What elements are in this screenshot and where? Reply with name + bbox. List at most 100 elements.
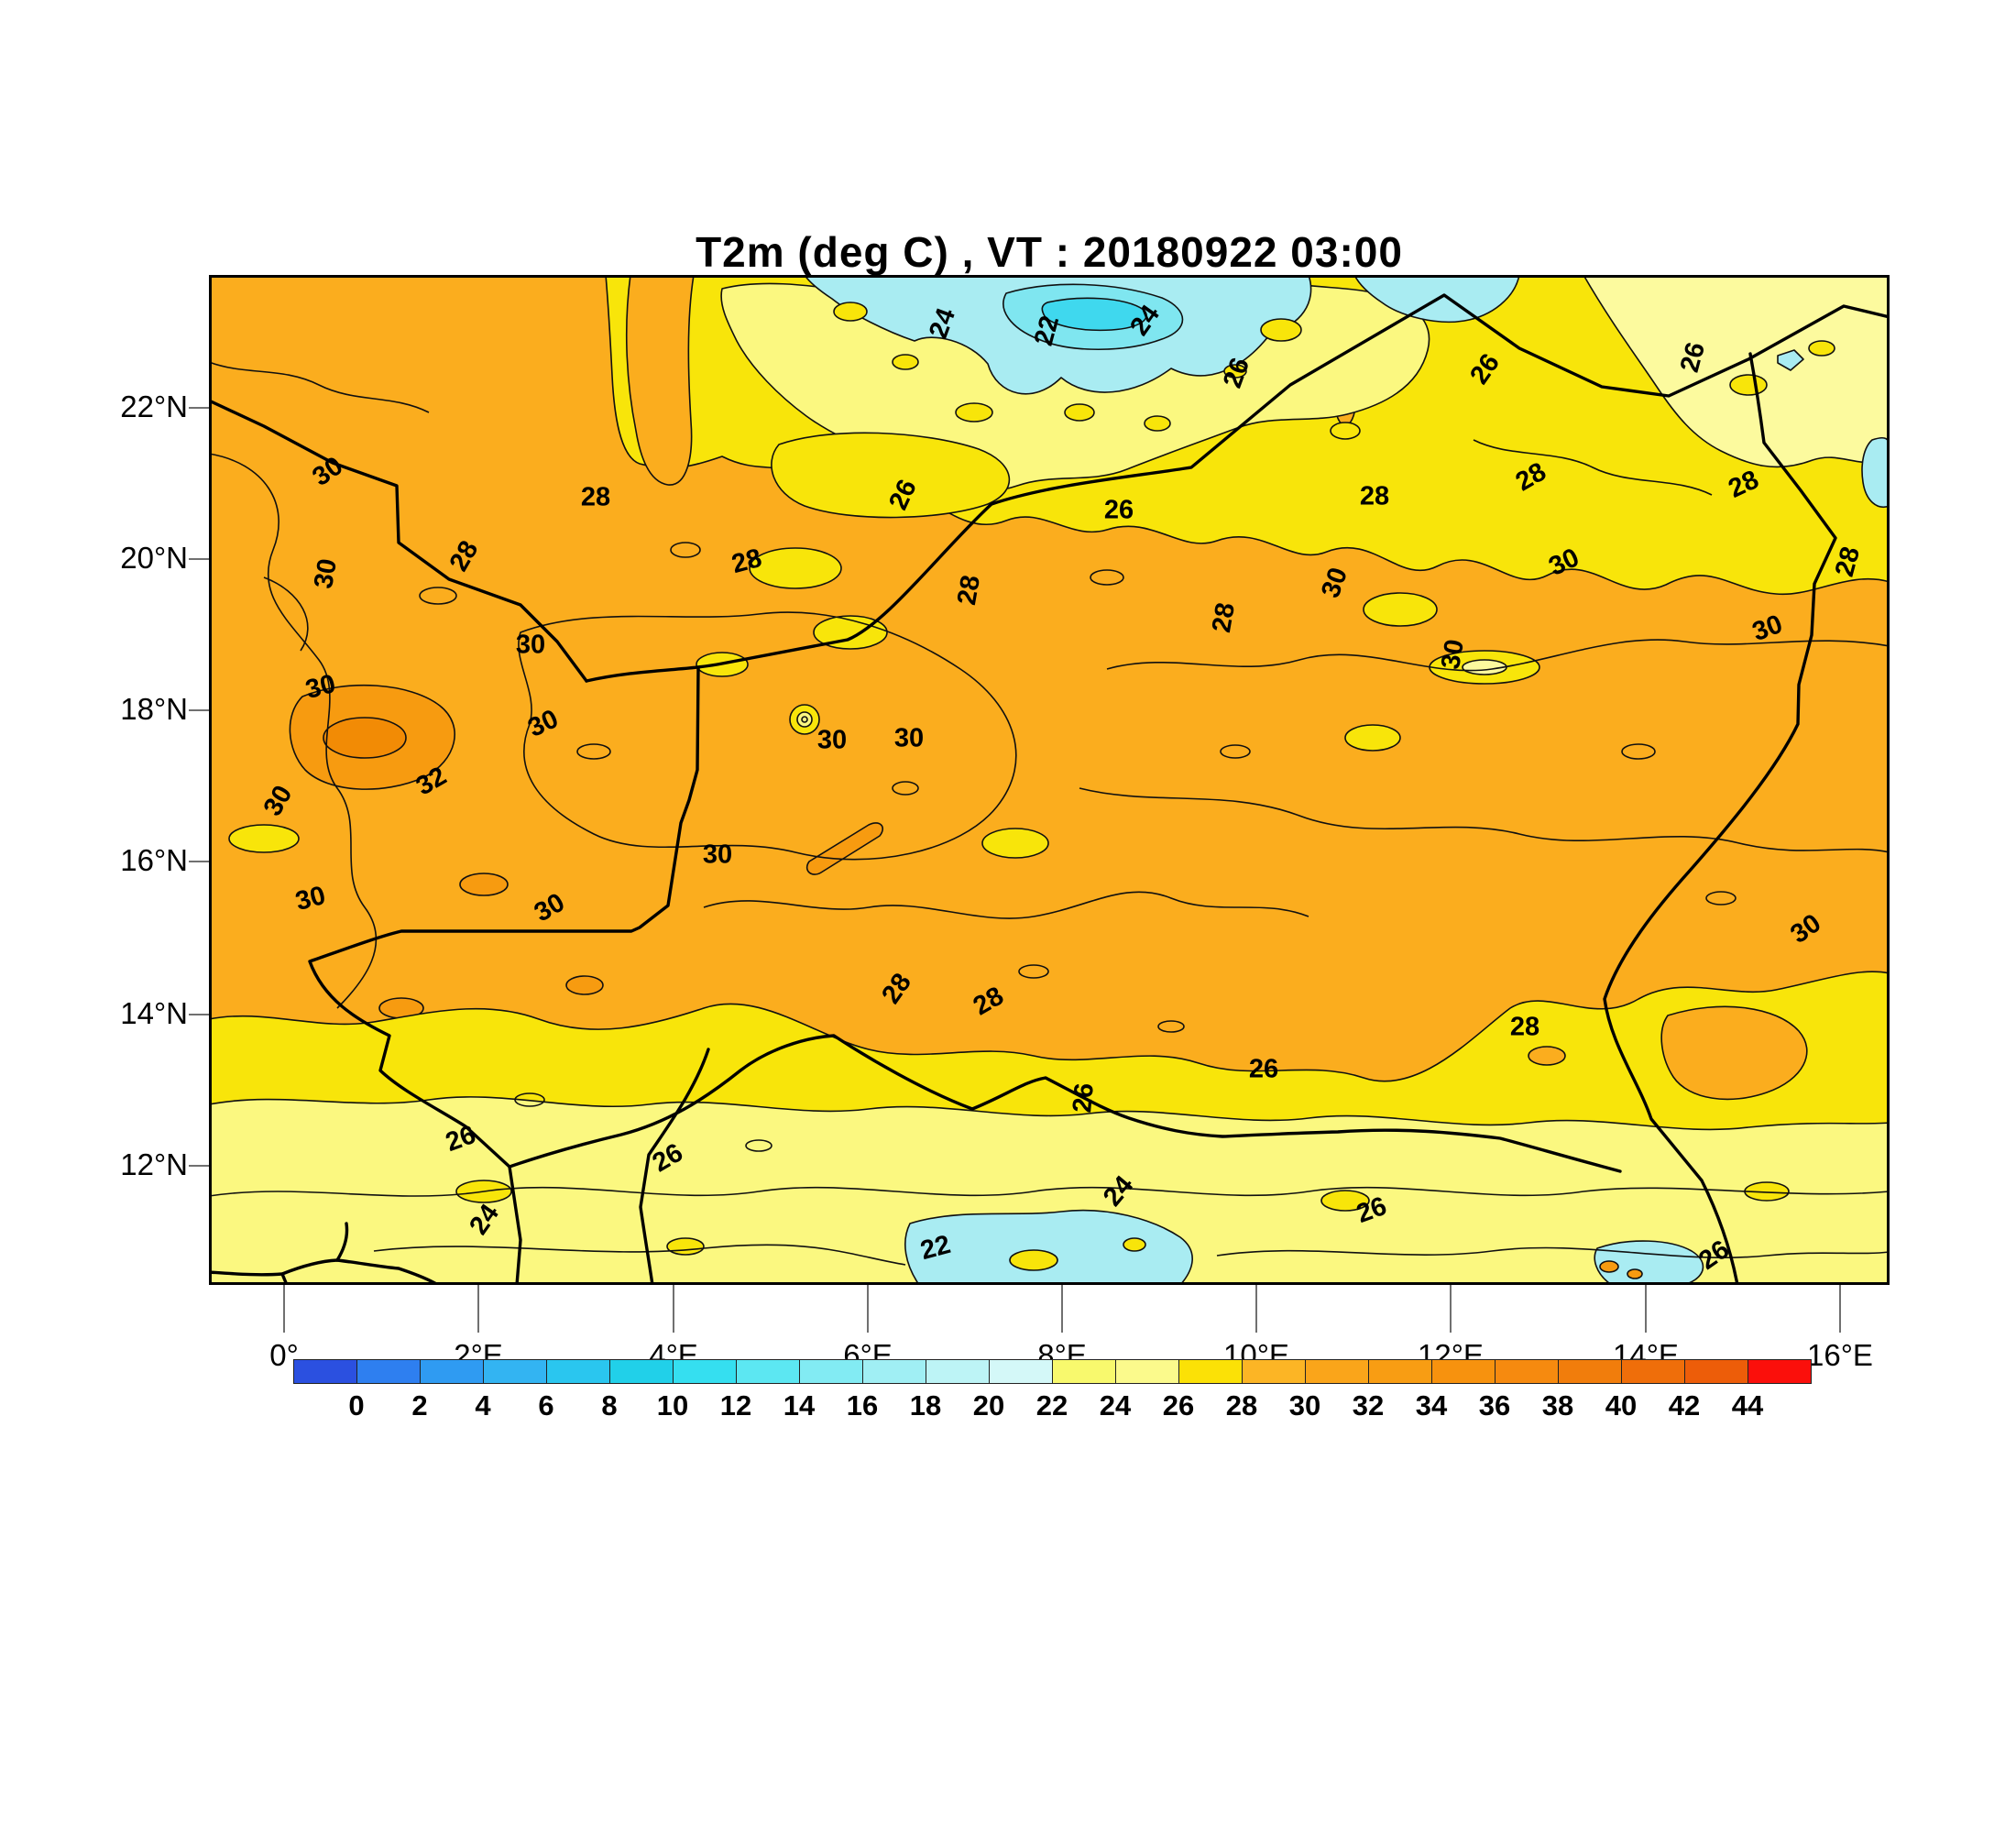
contour-value-label: 28: [876, 968, 917, 1010]
colorbar-tick-label: 42: [1668, 1389, 1701, 1421]
lon-tick-mark: [673, 1285, 674, 1333]
colorbar-cell: [1368, 1359, 1432, 1384]
lon-tick-mark: [1255, 1285, 1257, 1333]
colorbar-cell: [1178, 1359, 1243, 1384]
lon-tick-mark: [477, 1285, 479, 1333]
contour-value-label: 28: [580, 482, 611, 512]
colorbar-tick-label: 30: [1288, 1389, 1321, 1421]
colorbar-cell: [1305, 1359, 1369, 1384]
lon-tick-mark: [1450, 1285, 1452, 1333]
colorbar-cell: [293, 1359, 357, 1384]
colorbar-tick-label: 10: [656, 1389, 689, 1421]
lat-tick-label: 22°N: [120, 390, 188, 423]
lon-tick-mark: [283, 1285, 285, 1333]
contour-value-label: 24: [923, 304, 962, 343]
deep-orange-dot-s2: [1627, 1268, 1643, 1279]
colorbar-cell: [1621, 1359, 1685, 1384]
contour-value-label: 26: [883, 475, 923, 515]
colorbar-cell: [609, 1359, 674, 1384]
colorbar-tick-label: 34: [1415, 1389, 1448, 1421]
lat-tick-label: 16°N: [120, 843, 188, 877]
colorbar-tick-label: 24: [1099, 1389, 1132, 1421]
contour-value-label: 24: [464, 1199, 505, 1241]
colorbar-cell: [1495, 1359, 1559, 1384]
region-islet-in-cyan: [1123, 1237, 1146, 1252]
colorbar-tick-label: 16: [846, 1389, 879, 1421]
contour-value-label: 26: [647, 1137, 688, 1179]
lat-tick-mark: [189, 1014, 209, 1015]
colorbar-tick-label: 4: [475, 1389, 491, 1421]
contour-value-label: 28: [1829, 543, 1867, 580]
lat-tick-mark: [189, 1165, 209, 1167]
colorbar-cell: [1748, 1359, 1812, 1384]
contour-value-label: 28: [1509, 1012, 1540, 1042]
contour-value-label: 28: [1206, 600, 1242, 635]
colorbar-cell: [483, 1359, 547, 1384]
colorbar-cell: [546, 1359, 610, 1384]
temperature-contour-map: [207, 274, 1891, 1287]
lon-tick-mark: [1645, 1285, 1647, 1333]
gold-islands-top: [833, 302, 1835, 440]
colorbar-cell: [420, 1359, 484, 1384]
region-orange-blob-s: [1528, 1046, 1566, 1066]
colorbar-cell: [1052, 1359, 1116, 1384]
deep-orange-dot-s1: [1599, 1260, 1619, 1273]
contour-value-label: 26: [1248, 1054, 1279, 1084]
colorbar-tick-label: 8: [601, 1389, 618, 1421]
map-border-frame: [209, 275, 1890, 1285]
colorbar-tick-label: 2: [411, 1389, 428, 1421]
contour-value-label: 28: [951, 573, 987, 608]
contour-value-label: 26: [1068, 1081, 1100, 1114]
deep-orange-patches: [289, 684, 883, 1019]
contour-value-label: 26: [1693, 1235, 1736, 1276]
colorbar-cell: [926, 1359, 990, 1384]
contour-value-label: 22: [917, 1229, 954, 1267]
lat-tick-mark: [189, 558, 209, 560]
lat-tick-label: 20°N: [120, 541, 188, 575]
lat-tick-label: 18°N: [120, 692, 188, 726]
contour-value-label: 22: [1028, 313, 1066, 349]
contour-value-label: 26: [1217, 354, 1256, 392]
colorbar-tick-label: 12: [719, 1389, 752, 1421]
lon-tick-mark: [1061, 1285, 1063, 1333]
region-orange-island-se: [1660, 1005, 1808, 1101]
colorbar-tick-label: 36: [1478, 1389, 1511, 1421]
contour-value-label: 30: [292, 880, 329, 917]
contour-value-label: 28: [1359, 481, 1390, 511]
contour-value-label: 30: [1785, 908, 1827, 949]
lon-tick-mark: [867, 1285, 869, 1333]
contour-value-label: 30: [515, 630, 546, 660]
contour-value-label: 28: [968, 981, 1009, 1022]
colorbar-cell: [862, 1359, 926, 1384]
contour-value-label: 32: [411, 761, 452, 802]
contour-value-label: 30: [302, 668, 339, 706]
region-cyan-speck: [1777, 349, 1804, 371]
contour-value-label: 24: [1097, 1170, 1140, 1213]
colorbar-tick-label: 18: [909, 1389, 942, 1421]
country-borders: [207, 293, 1891, 1287]
region-cyan-right-edge: [1861, 436, 1890, 508]
contour-value-label: 30: [529, 887, 570, 928]
colorbar-cell: [1558, 1359, 1622, 1384]
colorbar-tick-label: 40: [1605, 1389, 1638, 1421]
colorbar-tick-label: 38: [1541, 1389, 1574, 1421]
contour-value-label: 30: [1544, 543, 1584, 582]
colorbar-cell: [673, 1359, 737, 1384]
colorbar-tick-label: 22: [1035, 1389, 1068, 1421]
colorbar-tick-label: 32: [1352, 1389, 1385, 1421]
contour-value-label: 30: [816, 725, 848, 755]
lon-tick-label: 16°E: [1807, 1338, 1873, 1372]
colorbar-tick-label: 26: [1162, 1389, 1195, 1421]
contour-value-label: 26: [442, 1119, 480, 1158]
colorbar-cell: [1684, 1359, 1748, 1384]
contour-lines: [208, 361, 1890, 1266]
colorbar-cell: [736, 1359, 800, 1384]
contour-label-layer: 30 30 30 30 30 32 30 30 30 28 28 28 28 30 30 30 28 28 26 26…: [209, 275, 1890, 1285]
colorbar-cell: [1242, 1359, 1306, 1384]
colorbar-cell: [1431, 1359, 1496, 1384]
contour-value-label: 28: [444, 535, 485, 576]
contour-value-label: 26: [1353, 1191, 1391, 1230]
lat-tick-label: 14°N: [120, 996, 188, 1030]
contour-value-label: 30: [257, 780, 299, 821]
